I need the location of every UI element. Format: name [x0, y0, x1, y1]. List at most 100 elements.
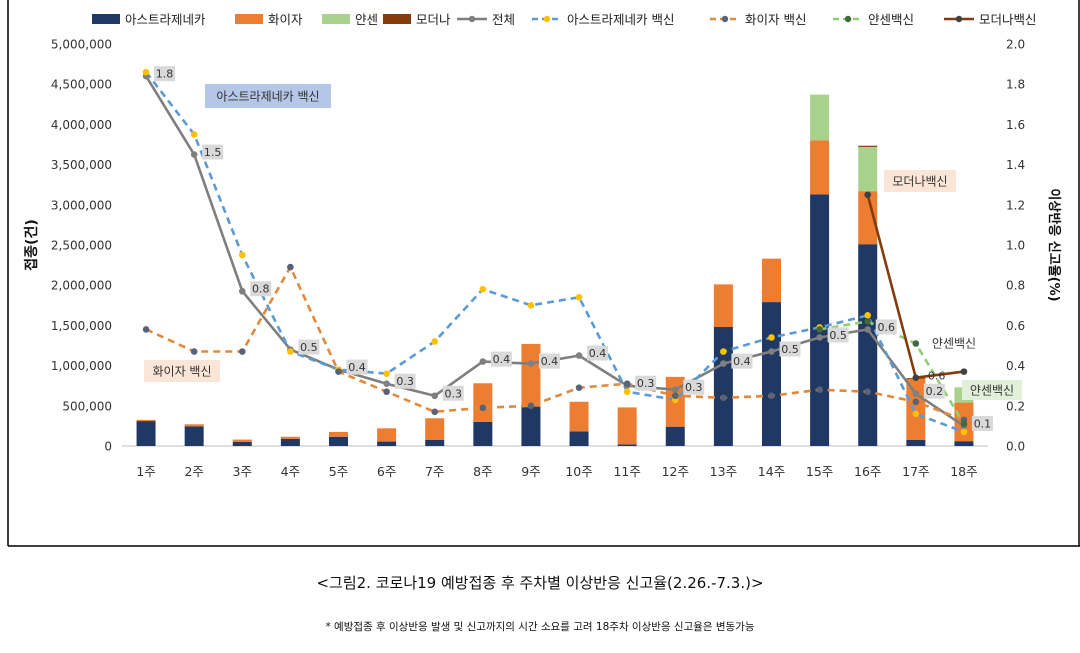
- data-label-bg: [298, 339, 320, 355]
- data-label: 0.4: [733, 355, 751, 368]
- legend-label: 아스트라제네카: [125, 12, 206, 27]
- bar-az: [906, 439, 926, 446]
- legend-label: 얀센백신: [868, 12, 914, 27]
- marker-md_rate: [960, 368, 968, 375]
- legend-marker: [721, 15, 729, 23]
- y-tick-label: 3,500,000: [51, 158, 112, 172]
- x-tick-label: 6주: [377, 464, 396, 479]
- bar-az: [473, 421, 493, 446]
- bar-pf: [280, 436, 300, 439]
- bar-pf: [521, 343, 541, 407]
- annotation-box: [144, 360, 220, 382]
- bar-az: [858, 244, 878, 446]
- marker-az_rate: [383, 370, 390, 377]
- data-label-bg: [635, 375, 657, 391]
- bar-pf: [184, 424, 204, 427]
- legend-marker: [468, 15, 476, 23]
- bar-az: [136, 421, 156, 446]
- marker-az_rate: [575, 293, 583, 301]
- legend-label: 화이자 백신: [745, 12, 806, 27]
- bar-jj: [810, 94, 830, 141]
- marker-md_rate: [864, 191, 872, 199]
- y-tick-label: 5,000,000: [51, 38, 112, 52]
- legend-swatch: [383, 14, 411, 24]
- bar-az: [377, 441, 397, 446]
- y-axis-title: 접종(건): [23, 219, 40, 270]
- legend-label: 모더나: [416, 12, 451, 27]
- marker-az_rate: [142, 68, 150, 76]
- bar-az: [521, 406, 541, 446]
- data-label: 0.6: [877, 321, 895, 334]
- bar-az: [617, 444, 637, 446]
- bar-pf: [906, 378, 926, 440]
- legend-label: 전체: [492, 12, 515, 27]
- bar-az: [329, 436, 348, 446]
- x-tick-label: 4주: [281, 464, 300, 479]
- data-label: 0.4: [348, 361, 366, 374]
- line-pf_rate: [145, 265, 965, 422]
- y-tick-label: 2,500,000: [51, 239, 112, 253]
- y2-tick-label: 1.2: [1006, 198, 1025, 212]
- data-label-bg: [779, 341, 801, 357]
- y-tick-label: 2,000,000: [51, 279, 112, 293]
- line-az_rate: [145, 71, 965, 434]
- data-label-moderna: 0.6: [928, 370, 946, 383]
- marker-jj_rate: [864, 318, 872, 325]
- legend-swatch: [235, 14, 263, 24]
- annotation-box: [962, 380, 1022, 400]
- data-label: 0.4: [541, 355, 559, 368]
- x-tick-label: 13주: [710, 464, 737, 479]
- legend-label: 화이자: [268, 12, 303, 27]
- marker-pf_rate: [720, 394, 727, 402]
- data-label: 1.5: [204, 146, 222, 159]
- bar-az: [810, 194, 830, 446]
- marker-az_rate: [431, 338, 439, 345]
- x-tick-label: 14주: [758, 464, 785, 479]
- marker-az_rate: [720, 348, 727, 355]
- y-tick-label: 3,000,000: [51, 198, 112, 212]
- marker-az_rate: [527, 302, 535, 309]
- bar-pf: [136, 419, 156, 422]
- y2-tick-label: 1.4: [1006, 158, 1025, 172]
- marker-jj_rate: [960, 420, 968, 428]
- data-label-bg: [683, 379, 705, 395]
- figure-footnote: * 예방접종 후 이상반응 발생 및 신고까지의 시간 소요를 고려 18주차 …: [325, 621, 755, 633]
- data-label-bg: [587, 345, 609, 361]
- data-label: 0.4: [589, 347, 607, 360]
- legend-marker: [543, 15, 551, 23]
- data-label-bg: [394, 373, 416, 389]
- marker-pf_rate: [142, 326, 150, 333]
- data-label: 0.5: [829, 329, 847, 342]
- marker-az_rate: [912, 410, 920, 418]
- y-tick-label: 500,000: [62, 399, 112, 413]
- x-tick-label: 1주: [136, 464, 155, 479]
- legend-label: 모더나백신: [979, 12, 1037, 27]
- marker-pf_rate: [287, 263, 294, 271]
- x-tick-label: 8주: [473, 464, 492, 479]
- marker-md_rate: [912, 374, 920, 381]
- bar-jj: [858, 146, 878, 192]
- marker-total: [527, 360, 535, 367]
- x-tick-label: 15주: [806, 464, 833, 479]
- marker-total: [671, 386, 679, 394]
- bar-pf: [762, 258, 781, 303]
- annotation-box: [205, 84, 331, 108]
- bar-pf: [617, 407, 637, 445]
- bar-az: [280, 438, 300, 446]
- marker-pf_rate: [238, 348, 246, 355]
- marker-pf_rate: [912, 398, 920, 406]
- marker-total: [238, 287, 246, 295]
- data-label-bg: [827, 327, 849, 343]
- marker-az_rate: [238, 251, 246, 259]
- data-label: 0.3: [396, 375, 414, 388]
- marker-pf_rate: [816, 386, 823, 394]
- marker-total: [768, 348, 775, 355]
- bar-az: [713, 327, 733, 446]
- combo-chart: 0 500,000 1,000,000 1,500,000 2,000,000 2,500…: [7, 0, 1080, 547]
- legend-marker: [844, 15, 852, 23]
- x-tick-label: 7주: [425, 464, 444, 479]
- figure-caption: <그림2. 코로나19 예방접종 후 주차별 이상반응 신고율(2.26.-7.…: [316, 574, 764, 592]
- bar-az: [665, 426, 685, 446]
- marker-total: [864, 326, 872, 333]
